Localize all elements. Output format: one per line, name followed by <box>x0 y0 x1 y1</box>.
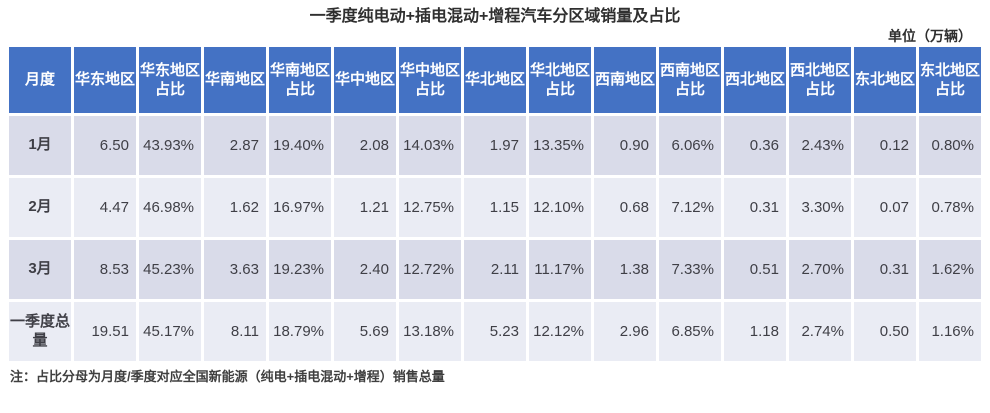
header-cell: 西南地区占比 <box>659 47 721 113</box>
data-cell: 1.18 <box>724 302 786 361</box>
table-row: 3月 8.53 45.23% 3.63 19.23% 2.40 12.72% 2.11 11.1… <box>9 240 981 299</box>
data-cell: 12.72% <box>399 240 461 299</box>
table-row: 2月 4.47 46.98% 1.62 16.97% 1.21 12.75% 1.15 12.1… <box>9 178 981 237</box>
data-cell: 5.69 <box>334 302 396 361</box>
header-cell: 西北地区 <box>724 47 786 113</box>
header-cell: 东北地区 <box>854 47 916 113</box>
header-cell: 华北地区占比 <box>529 47 591 113</box>
data-cell: 19.40% <box>269 116 331 175</box>
data-cell: 45.17% <box>139 302 201 361</box>
header-cell: 华南地区占比 <box>269 47 331 113</box>
data-cell: 0.50 <box>854 302 916 361</box>
data-cell: 2.70% <box>789 240 851 299</box>
data-cell: 2.74% <box>789 302 851 361</box>
data-cell: 0.68 <box>594 178 656 237</box>
data-cell: 1.62 <box>204 178 266 237</box>
data-cell: 45.23% <box>139 240 201 299</box>
page-title: 一季度纯电动+插电混动+增程汽车分区域销量及占比 <box>309 8 681 25</box>
data-cell: 13.35% <box>529 116 591 175</box>
data-cell: 0.31 <box>854 240 916 299</box>
table-row: 1月 6.50 43.93% 2.87 19.40% 2.08 14.03% 1.97 13.3… <box>9 116 981 175</box>
data-cell: 0.90 <box>594 116 656 175</box>
data-cell: 8.53 <box>74 240 136 299</box>
data-cell: 19.51 <box>74 302 136 361</box>
header-cell: 月度 <box>9 47 71 113</box>
data-cell: 0.31 <box>724 178 786 237</box>
data-cell: 2.08 <box>334 116 396 175</box>
row-label-cell: 2月 <box>9 178 71 237</box>
header-cell: 华东地区 <box>74 47 136 113</box>
data-cell: 14.03% <box>399 116 461 175</box>
data-cell: 2.43% <box>789 116 851 175</box>
data-cell: 12.12% <box>529 302 591 361</box>
data-cell: 13.18% <box>399 302 461 361</box>
data-cell: 18.79% <box>269 302 331 361</box>
data-cell: 11.17% <box>529 240 591 299</box>
header-cell: 西南地区 <box>594 47 656 113</box>
data-cell: 7.12% <box>659 178 721 237</box>
data-cell: 12.75% <box>399 178 461 237</box>
data-cell: 5.23 <box>464 302 526 361</box>
row-label-cell: 一季度总量 <box>9 302 71 361</box>
footnote: 注：占比分母为月度/季度对应全国新能源（纯电+插电混动+增程）销售总量 <box>10 369 445 384</box>
data-cell: 6.06% <box>659 116 721 175</box>
data-cell: 0.78% <box>919 178 981 237</box>
sales-table: 月度 华东地区 华东地区占比 华南地区 华南地区占比 华中地区 华中地区占比 华北地区 华北地区… <box>6 44 984 364</box>
data-cell: 8.11 <box>204 302 266 361</box>
data-cell: 1.16% <box>919 302 981 361</box>
data-cell: 0.80% <box>919 116 981 175</box>
data-cell: 6.85% <box>659 302 721 361</box>
header-cell: 华南地区 <box>204 47 266 113</box>
data-cell: 19.23% <box>269 240 331 299</box>
data-cell: 2.40 <box>334 240 396 299</box>
data-cell: 4.47 <box>74 178 136 237</box>
data-cell: 16.97% <box>269 178 331 237</box>
data-cell: 12.10% <box>529 178 591 237</box>
data-cell: 0.07 <box>854 178 916 237</box>
header-cell: 西北地区占比 <box>789 47 851 113</box>
table-body: 1月 6.50 43.93% 2.87 19.40% 2.08 14.03% 1.97 13.3… <box>9 116 981 361</box>
data-cell: 1.38 <box>594 240 656 299</box>
table-header-row: 月度 华东地区 华东地区占比 华南地区 华南地区占比 华中地区 华中地区占比 华北地区 华北地区… <box>9 47 981 113</box>
data-cell: 0.36 <box>724 116 786 175</box>
unit-label: 单位（万辆） <box>888 28 972 44</box>
data-cell: 6.50 <box>74 116 136 175</box>
data-cell: 43.93% <box>139 116 201 175</box>
header-cell: 华中地区 <box>334 47 396 113</box>
data-cell: 1.15 <box>464 178 526 237</box>
data-cell: 1.21 <box>334 178 396 237</box>
data-cell: 3.63 <box>204 240 266 299</box>
row-label-cell: 1月 <box>9 116 71 175</box>
data-cell: 2.11 <box>464 240 526 299</box>
header-cell: 华东地区占比 <box>139 47 201 113</box>
data-cell: 2.87 <box>204 116 266 175</box>
header-cell: 华北地区 <box>464 47 526 113</box>
header-cell: 华中地区占比 <box>399 47 461 113</box>
data-cell: 7.33% <box>659 240 721 299</box>
header-cell: 东北地区占比 <box>919 47 981 113</box>
data-cell: 0.12 <box>854 116 916 175</box>
data-cell: 1.97 <box>464 116 526 175</box>
data-cell: 3.30% <box>789 178 851 237</box>
row-label-cell: 3月 <box>9 240 71 299</box>
data-cell: 1.62% <box>919 240 981 299</box>
data-cell: 46.98% <box>139 178 201 237</box>
data-cell: 0.51 <box>724 240 786 299</box>
data-cell: 2.96 <box>594 302 656 361</box>
table-row: 一季度总量 19.51 45.17% 8.11 18.79% 5.69 13.18% 5.23… <box>9 302 981 361</box>
